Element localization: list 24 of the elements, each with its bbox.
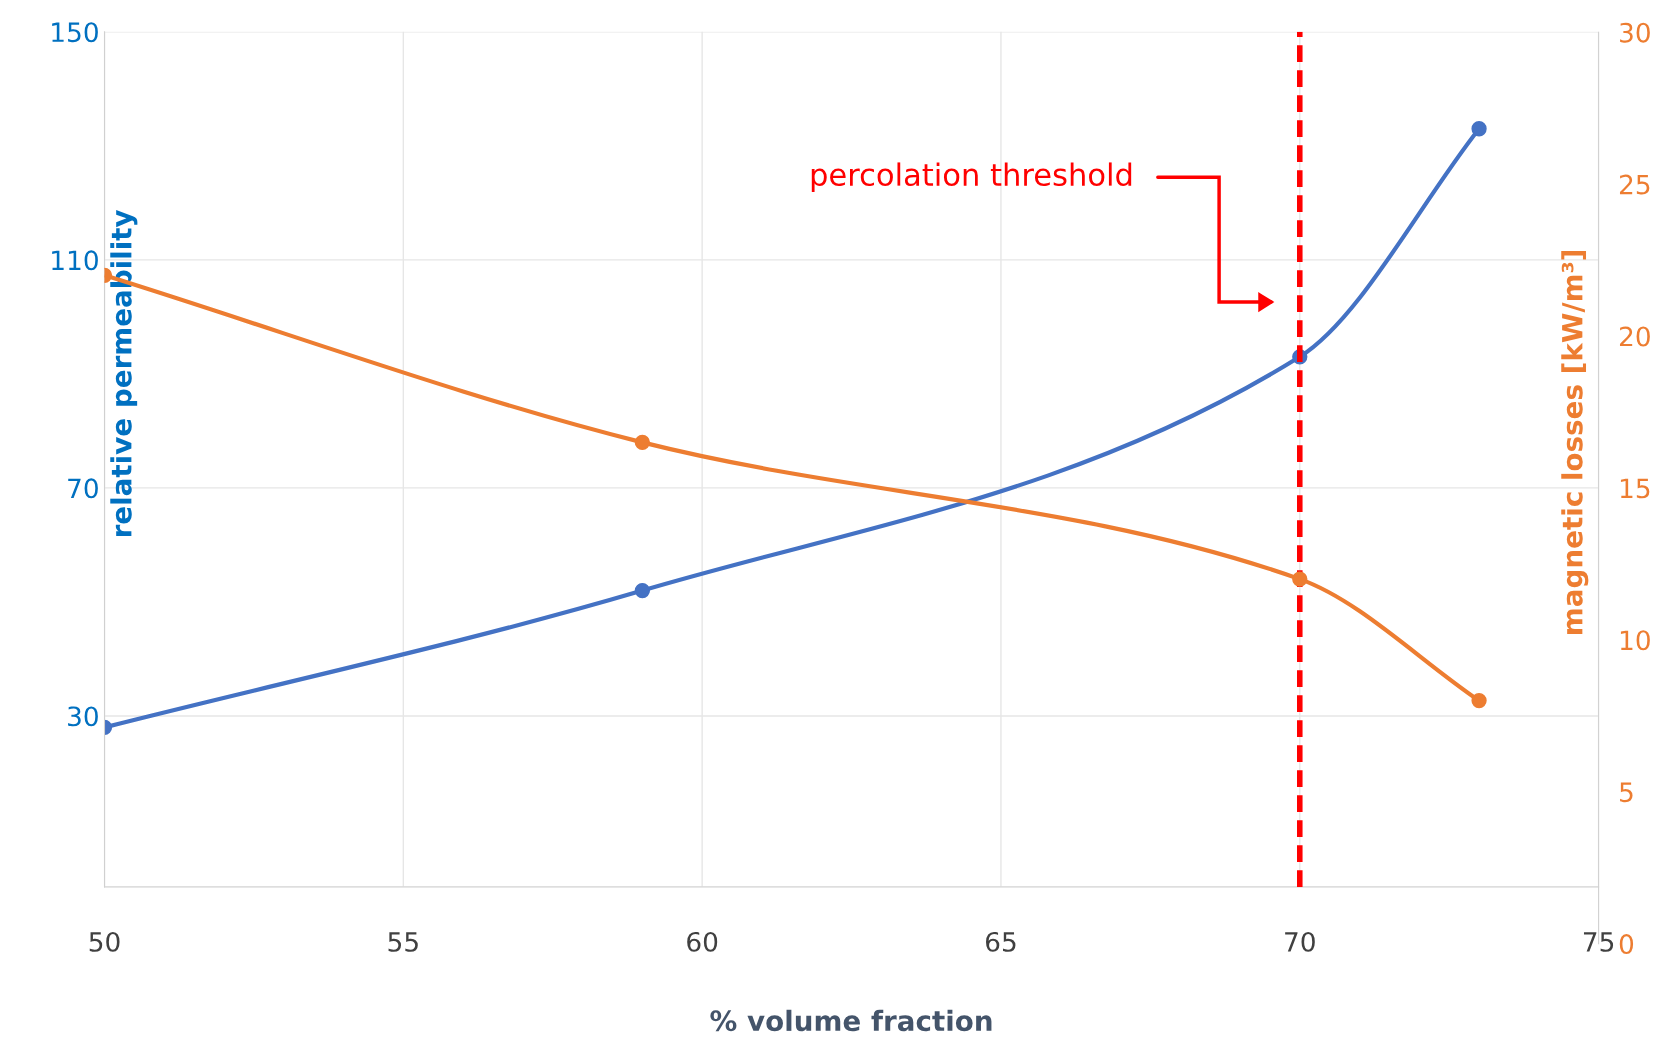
y2-tick-label: 15 — [1620, 478, 1650, 499]
y-axis-title: relative permeability — [110, 209, 138, 537]
x-tick-label: 60 — [687, 931, 718, 952]
y2-tick-label: 30 — [1620, 22, 1650, 43]
point — [1471, 121, 1487, 137]
point — [1471, 692, 1487, 709]
y2-tick-label: 10 — [1620, 630, 1650, 651]
y-tick-label: 70 — [68, 478, 98, 499]
y-tick-label: 110 — [52, 250, 98, 271]
y2-tick-label: 20 — [1619, 326, 1650, 347]
x-tick-label: 65 — [986, 931, 1016, 952]
x-tick-label: 70 — [1285, 931, 1315, 952]
y-tick-label: 150 — [52, 22, 98, 43]
y2-tick-label: 25 — [1619, 174, 1650, 195]
y2-tick-label: 5 — [1620, 782, 1633, 803]
y2-tick-label: 0 — [1619, 934, 1634, 955]
x-axis-title: % volume fraction — [710, 1009, 992, 1032]
x-tick-label: 75 — [1583, 932, 1614, 952]
x-tick-label: 55 — [388, 932, 418, 952]
point — [1292, 571, 1308, 587]
y-tick-label: 30 — [68, 706, 98, 727]
y2-axis-title: magnetic losses [kW/m³] — [1561, 250, 1589, 634]
x-tick-label: 50 — [89, 931, 120, 952]
annotation: percolation threshold — [811, 162, 1132, 192]
